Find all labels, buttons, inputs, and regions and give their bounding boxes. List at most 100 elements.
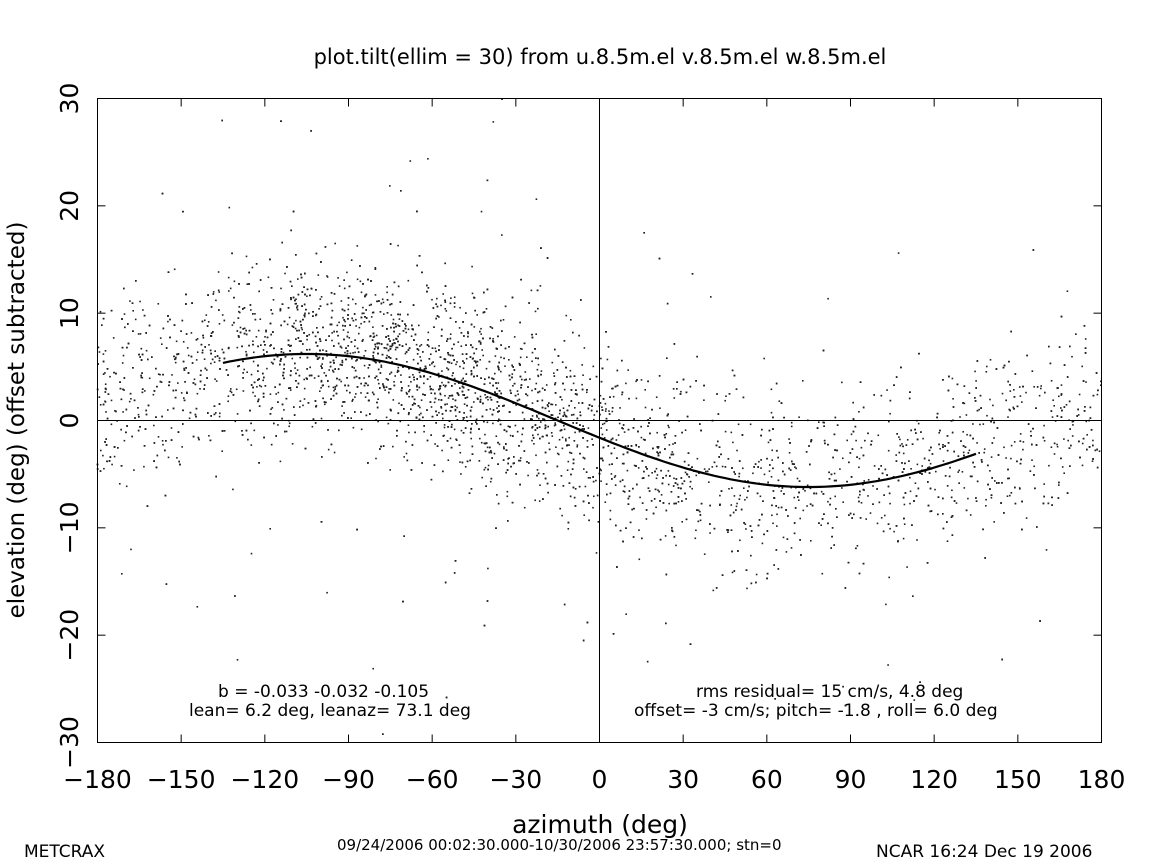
data-point	[955, 502, 958, 504]
data-point	[539, 285, 542, 287]
data-point	[444, 385, 446, 388]
data-point	[363, 384, 366, 387]
data-point	[342, 329, 345, 331]
data-point	[367, 462, 369, 464]
data-point	[1081, 464, 1084, 467]
data-point	[318, 356, 321, 359]
data-point	[873, 394, 875, 396]
data-point	[640, 379, 643, 381]
data-point	[731, 369, 734, 372]
data-point	[568, 482, 571, 484]
data-point	[408, 376, 411, 378]
data-point	[119, 483, 121, 485]
data-point	[332, 369, 334, 372]
data-point	[348, 337, 351, 339]
data-point	[124, 326, 126, 329]
data-point	[253, 381, 256, 384]
data-point	[356, 278, 359, 281]
data-point	[963, 402, 966, 405]
data-point	[966, 433, 968, 436]
data-point	[1009, 409, 1011, 412]
data-point	[770, 476, 773, 478]
data-point	[565, 366, 567, 369]
data-point	[921, 473, 923, 475]
data-point	[989, 398, 991, 401]
data-point	[320, 379, 323, 382]
data-point	[338, 285, 341, 287]
data-point	[578, 402, 580, 404]
data-point	[225, 369, 228, 371]
data-point	[479, 395, 482, 398]
data-point	[170, 427, 173, 429]
data-point	[777, 479, 780, 482]
data-point	[593, 418, 595, 421]
data-point	[607, 346, 610, 348]
data-point	[531, 389, 533, 392]
data-point	[535, 382, 538, 385]
data-point	[109, 375, 111, 378]
data-point	[254, 313, 256, 315]
data-point	[994, 480, 996, 482]
data-point	[406, 459, 409, 462]
data-point	[551, 435, 554, 437]
data-point	[392, 445, 394, 448]
data-point	[627, 445, 629, 447]
data-point	[583, 514, 585, 516]
data-point	[968, 392, 971, 394]
data-point	[1025, 391, 1027, 394]
data-point	[768, 429, 771, 432]
data-point	[835, 479, 837, 482]
data-point	[338, 321, 340, 324]
data-point	[449, 437, 452, 440]
data-point	[595, 479, 597, 482]
data-point	[412, 374, 414, 376]
data-point	[534, 499, 536, 502]
data-point	[266, 367, 268, 370]
data-point	[442, 293, 444, 295]
data-point	[643, 470, 645, 473]
data-point	[671, 530, 674, 533]
data-point	[586, 440, 589, 442]
data-point	[957, 471, 959, 473]
data-point	[635, 397, 638, 400]
data-point	[554, 382, 557, 384]
data-point	[1089, 406, 1092, 409]
data-point	[139, 356, 141, 358]
data-point	[606, 358, 609, 361]
data-point	[297, 382, 300, 385]
data-point	[263, 436, 265, 439]
data-point	[715, 444, 718, 447]
data-point	[347, 345, 349, 347]
data-point	[420, 399, 423, 401]
data-point	[231, 324, 234, 326]
data-point	[673, 536, 676, 538]
data-point	[487, 468, 489, 471]
data-point	[234, 420, 237, 423]
data-point	[747, 480, 749, 482]
data-point	[733, 471, 735, 473]
data-point	[756, 492, 759, 495]
data-point	[98, 396, 101, 398]
data-point	[399, 420, 402, 423]
data-point	[358, 326, 361, 329]
data-point	[412, 358, 415, 361]
data-point	[419, 356, 421, 358]
data-point	[465, 416, 468, 418]
data-point	[1069, 465, 1071, 467]
data-point	[232, 488, 234, 491]
data-point	[320, 261, 322, 263]
data-point	[646, 660, 649, 663]
data-point	[389, 419, 392, 421]
data-point	[363, 355, 365, 357]
data-point	[291, 443, 294, 445]
data-point	[379, 448, 381, 450]
data-point	[292, 296, 295, 299]
data-point	[794, 466, 796, 468]
data-point	[613, 476, 616, 478]
data-point	[250, 309, 252, 311]
data-point	[872, 485, 874, 487]
data-point	[186, 347, 189, 349]
data-point	[1086, 434, 1088, 436]
data-point	[615, 439, 618, 441]
data-point	[622, 490, 625, 492]
